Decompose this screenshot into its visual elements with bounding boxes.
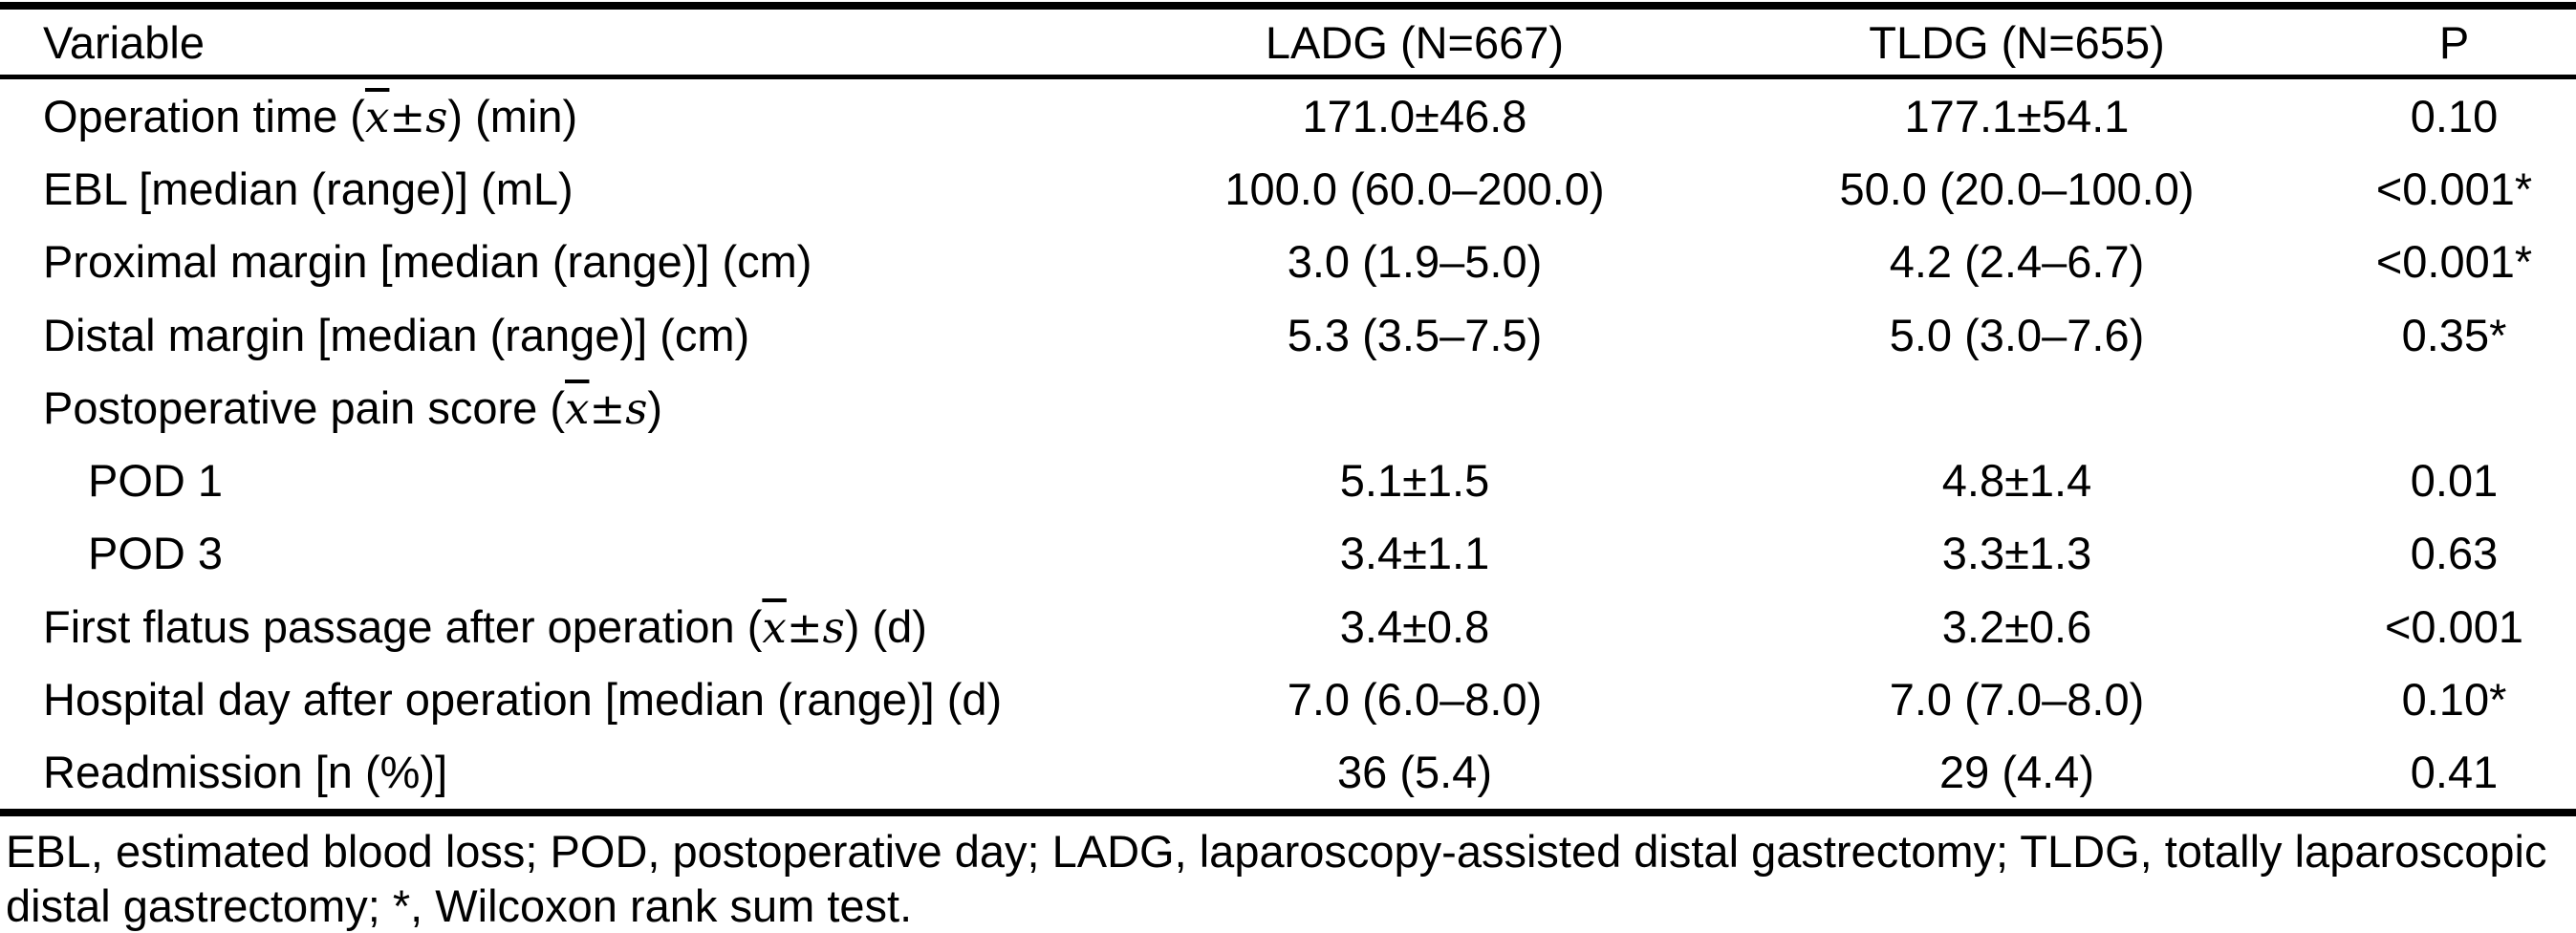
p-value-cell: 0.63 xyxy=(2410,528,2499,579)
tldg-value-cell: 7.0 (7.0–8.0) xyxy=(1889,674,2145,726)
mean-sd-notation: x±s xyxy=(762,602,844,653)
ladg-value-cell: 3.0 (1.9–5.0) xyxy=(1287,236,1543,288)
variable-label: Distal margin [median (range)] (cm) xyxy=(43,309,750,360)
variable-label: Operation time ( xyxy=(43,90,365,141)
mean-sd-notation: x±s xyxy=(565,383,647,434)
ladg-value-cell: 7.0 (6.0–8.0) xyxy=(1287,674,1543,726)
table-row: First flatus passage after operation (x±… xyxy=(0,590,2576,662)
tldg-value-cell: 29 (4.4) xyxy=(1939,747,2094,798)
table-row: Proximal margin [median (range)] (cm) 3.… xyxy=(0,226,2576,298)
variable-label: Hospital day after operation [median (ra… xyxy=(43,674,1003,726)
tldg-value-cell: 4.8±1.4 xyxy=(1941,455,2092,507)
variable-cell: POD 1 xyxy=(0,454,1128,507)
p-value-cell: <0.001* xyxy=(2375,163,2533,214)
mean-sd-notation: x±s xyxy=(365,92,447,142)
plus-minus-symbol: ± xyxy=(589,382,626,434)
table-bottom-rule xyxy=(0,808,2576,816)
column-header-ladg: LADG (N=667) xyxy=(1265,16,1565,68)
sd-symbol: s xyxy=(425,91,448,142)
table-row: Postoperative pain score (x±s) xyxy=(0,371,2576,444)
variable-label-suffix: ) (min) xyxy=(447,90,578,141)
variable-label: Readmission [n (%)] xyxy=(43,747,448,798)
table-top-rule xyxy=(0,2,2576,10)
column-header-variable: Variable xyxy=(43,16,205,68)
sd-symbol: s xyxy=(625,382,648,434)
plus-minus-symbol: ± xyxy=(389,91,426,142)
p-value-cell: 0.10* xyxy=(2401,674,2507,726)
variable-label: Postoperative pain score ( xyxy=(43,381,566,433)
ladg-value-cell: 36 (5.4) xyxy=(1337,747,1492,798)
variable-label: POD 3 xyxy=(88,528,224,579)
ladg-value-cell: 171.0±46.8 xyxy=(1302,90,1527,141)
table-row: Readmission [n (%)] 36 (5.4) 29 (4.4) 0.… xyxy=(0,736,2576,809)
variable-cell: Hospital day after operation [median (ra… xyxy=(0,673,1128,726)
tldg-value-cell: 177.1±54.1 xyxy=(1904,90,2130,141)
variable-cell: Operation time (x±s) (min) xyxy=(0,90,1128,142)
tldg-value-cell: 3.2±0.6 xyxy=(1941,600,2092,652)
tldg-value-cell: 5.0 (3.0–7.6) xyxy=(1889,309,2145,360)
variable-label: EBL [median (range)] (mL) xyxy=(43,163,574,214)
table-body: Operation time (x±s) (min) 171.0±46.8 17… xyxy=(0,79,2576,809)
variable-label-suffix: ) (d) xyxy=(844,600,927,652)
variable-cell: Readmission [n (%)] xyxy=(0,746,1128,798)
x-bar-symbol: x xyxy=(364,91,390,142)
header-separator-rule xyxy=(0,75,2576,79)
p-value-cell: 0.01 xyxy=(2410,455,2499,507)
table-footnote: EBL, estimated blood loss; POD, postoper… xyxy=(6,825,2547,931)
sd-symbol: s xyxy=(822,601,845,653)
table-row: POD 3 3.4±1.1 3.3±1.3 0.63 xyxy=(0,517,2576,590)
variable-label: First flatus passage after operation ( xyxy=(43,600,763,652)
column-header-tldg: TLDG (N=655) xyxy=(1869,16,2165,68)
p-value-cell: 0.10 xyxy=(2410,90,2499,141)
p-value-cell: 0.41 xyxy=(2410,747,2499,798)
table-header-row: Variable LADG (N=667) TLDG (N=655) P xyxy=(0,10,2576,75)
tldg-value-cell: 50.0 (20.0–100.0) xyxy=(1839,163,2195,214)
x-bar-symbol: x xyxy=(762,601,787,653)
variable-cell: POD 3 xyxy=(0,527,1128,579)
p-value-cell: <0.001 xyxy=(2384,600,2524,652)
ladg-value-cell: 100.0 (60.0–200.0) xyxy=(1224,163,1605,214)
p-value-cell: 0.35* xyxy=(2401,309,2507,360)
column-header-p: P xyxy=(2438,16,2470,68)
table-row: Operation time (x±s) (min) 171.0±46.8 17… xyxy=(0,79,2576,152)
variable-cell: EBL [median (range)] (mL) xyxy=(0,163,1128,215)
variable-label-suffix: ) xyxy=(647,381,663,433)
tldg-value-cell: 4.2 (2.4–6.7) xyxy=(1889,236,2145,288)
table-row: POD 1 5.1±1.5 4.8±1.4 0.01 xyxy=(0,444,2576,516)
table-row: Distal margin [median (range)] (cm) 5.3 … xyxy=(0,298,2576,371)
variable-label: POD 1 xyxy=(88,455,224,507)
ladg-value-cell: 3.4±1.1 xyxy=(1339,528,1490,579)
ladg-value-cell: 5.1±1.5 xyxy=(1339,455,1490,507)
table-row: Hospital day after operation [median (ra… xyxy=(0,662,2576,735)
ladg-value-cell: 3.4±0.8 xyxy=(1339,600,1490,652)
variable-cell: Postoperative pain score (x±s) xyxy=(0,381,1128,434)
x-bar-symbol: x xyxy=(565,382,590,434)
tldg-value-cell: 3.3±1.3 xyxy=(1941,528,2092,579)
ladg-value-cell: 5.3 (3.5–7.5) xyxy=(1287,309,1543,360)
variable-cell: Distal margin [median (range)] (cm) xyxy=(0,309,1128,361)
variable-label: Proximal margin [median (range)] (cm) xyxy=(43,236,812,288)
variable-cell: Proximal margin [median (range)] (cm) xyxy=(0,235,1128,288)
plus-minus-symbol: ± xyxy=(786,601,823,653)
p-value-cell: <0.001* xyxy=(2375,236,2533,288)
table-row: EBL [median (range)] (mL) 100.0 (60.0–20… xyxy=(0,152,2576,225)
variable-cell: First flatus passage after operation (x±… xyxy=(0,600,1128,653)
